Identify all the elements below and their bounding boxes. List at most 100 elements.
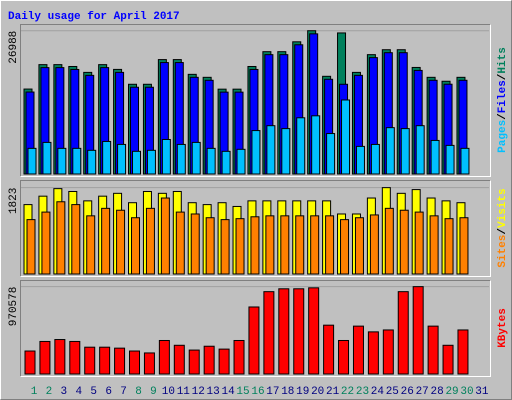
x-tick-label: 2 — [46, 386, 53, 398]
bar — [415, 125, 425, 175]
legend-entry: Files — [497, 80, 509, 113]
y-tick-label: 1823 — [8, 188, 20, 214]
x-tick-label: 1 — [31, 386, 38, 398]
x-tick-label: 27 — [416, 386, 429, 398]
bar — [311, 115, 321, 175]
legend-separator: / — [497, 228, 509, 235]
x-tick-label: 29 — [445, 386, 458, 398]
y-tick-label: 26988 — [8, 31, 20, 64]
x-tick-label: 23 — [356, 386, 369, 398]
bar — [400, 128, 410, 175]
x-tick-label: 16 — [251, 386, 264, 398]
bar — [220, 219, 230, 275]
bar — [132, 150, 142, 175]
bar — [442, 344, 454, 375]
bar — [341, 99, 351, 175]
bar — [459, 217, 469, 275]
bar — [131, 217, 141, 275]
bar — [384, 207, 394, 275]
bar — [295, 215, 305, 275]
panel-border-dark — [20, 280, 491, 377]
x-tick-label: 17 — [266, 386, 279, 398]
x-tick-label: 26 — [401, 386, 414, 398]
x-tick-label: 15 — [236, 386, 249, 398]
bar — [263, 291, 275, 375]
x-tick-label: 20 — [311, 386, 324, 398]
panel-border-light — [20, 280, 491, 377]
bar — [293, 288, 305, 375]
x-tick-label: 14 — [221, 386, 235, 398]
bar — [54, 339, 66, 375]
bar — [72, 147, 82, 175]
bar — [414, 211, 424, 275]
bar — [69, 340, 81, 375]
bar — [325, 215, 335, 275]
bar — [86, 215, 96, 275]
bar — [355, 145, 365, 175]
bar — [429, 215, 439, 275]
x-tick-label: 4 — [75, 386, 82, 398]
x-tick-label: 3 — [61, 386, 68, 398]
bar — [427, 325, 439, 375]
bar — [114, 347, 126, 375]
bar — [143, 352, 155, 375]
bar — [206, 147, 216, 175]
x-tick-label: 21 — [326, 386, 340, 398]
x-tick-label: 11 — [177, 386, 191, 398]
bar — [457, 329, 469, 375]
bar — [235, 218, 245, 275]
legend-separator: / — [497, 113, 509, 120]
bar — [412, 286, 424, 375]
legend: KBytes — [497, 308, 509, 348]
x-tick-label: 7 — [120, 386, 127, 398]
bar — [399, 209, 409, 275]
bar — [338, 339, 350, 375]
bar — [308, 287, 320, 375]
bar — [236, 148, 246, 175]
bar — [71, 204, 81, 275]
bar — [397, 291, 409, 375]
legend-entry: Pages — [497, 120, 509, 153]
bar — [26, 219, 36, 275]
bar — [42, 141, 52, 175]
legend-entry: Sites — [497, 235, 509, 268]
bar — [352, 325, 364, 375]
legend-entry: Hits — [497, 47, 509, 73]
bar — [102, 140, 112, 175]
bar — [310, 215, 320, 275]
legend: Pages/Files/Hits — [497, 47, 509, 153]
bar — [39, 340, 51, 375]
bar — [57, 147, 67, 175]
x-tick-label: 5 — [90, 386, 97, 398]
bar — [233, 339, 245, 375]
bar — [280, 215, 290, 275]
bar — [173, 344, 185, 375]
panel-border-dark — [20, 180, 491, 277]
bar — [176, 143, 186, 175]
x-tick-label: 28 — [431, 386, 444, 398]
bar — [445, 144, 455, 175]
bar — [444, 218, 454, 275]
bar — [296, 117, 306, 175]
bar — [323, 324, 335, 375]
x-tick-label: 19 — [296, 386, 309, 398]
x-tick-label: 25 — [386, 386, 399, 398]
bar — [117, 143, 127, 175]
x-tick-label: 9 — [150, 386, 157, 398]
bar — [265, 215, 275, 275]
bar — [87, 149, 97, 175]
bar — [266, 125, 276, 175]
bar — [101, 207, 111, 275]
panel-border-dark — [20, 24, 491, 177]
bar — [281, 128, 291, 175]
bar — [129, 350, 141, 375]
bar — [27, 147, 37, 175]
y-tick-label: 970578 — [8, 287, 20, 327]
chart-title: Daily usage for April 2017 — [8, 11, 180, 23]
bar — [99, 346, 111, 375]
bar — [354, 217, 364, 275]
bar — [158, 339, 170, 375]
x-tick-label: 13 — [207, 386, 220, 398]
x-tick-label: 18 — [281, 386, 294, 398]
